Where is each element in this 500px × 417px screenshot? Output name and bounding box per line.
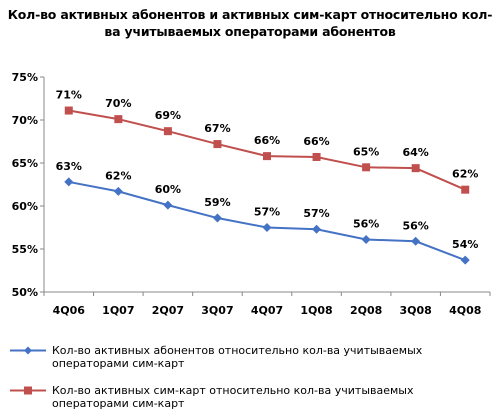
chart-title: Кол-во активных абонентов и активных сим… (7, 7, 493, 39)
data-label: 56% (402, 219, 428, 232)
x-tick-label: 2Q08 (350, 304, 382, 317)
data-label: 57% (303, 207, 329, 220)
x-tick-label: 3Q08 (400, 304, 432, 317)
x-tick-label: 2Q07 (152, 304, 184, 317)
data-point-diamond (361, 235, 371, 245)
data-point-diamond (262, 223, 272, 232)
legend-label: Кол-во активных абонентов относительно к… (52, 344, 423, 370)
data-point-square (163, 127, 172, 136)
chart-data-labels: 63% 62% 60% 59% 57% 57% 56% 56% 54% 71% 70% 69% 67% 6… (56, 89, 479, 252)
data-point-square (461, 185, 470, 194)
chart-series (64, 106, 470, 265)
line-chart: 50% 55% 60% 65% 70% 75% 4Q06 1Q07 2Q07 3Q07 4Q07 1Q… (12, 71, 491, 317)
data-label: 66% (254, 134, 280, 147)
data-point-square (263, 152, 271, 161)
data-label: 54% (452, 238, 478, 251)
data-point-square (362, 163, 371, 172)
data-label: 65% (353, 145, 379, 158)
x-tick-label: 4Q06 (53, 304, 86, 317)
data-point-square (411, 164, 420, 173)
y-tick-label: 55% (12, 243, 38, 256)
data-point-diamond (64, 177, 74, 187)
data-label: 63% (56, 160, 82, 173)
data-point-square (213, 140, 222, 149)
data-label: 64% (402, 146, 428, 159)
x-tick-label: 4Q07 (251, 304, 283, 317)
y-tick-label: 65% (12, 157, 38, 170)
data-label: 59% (204, 196, 230, 209)
data-point-diamond (212, 213, 222, 223)
y-tick-label: 75% (12, 71, 38, 84)
data-point-diamond (460, 255, 470, 265)
legend-label: Кол-во активных сим-карт относительно ко… (52, 384, 414, 410)
data-point-square (312, 152, 321, 161)
data-point-diamond (163, 200, 173, 210)
data-label: 56% (353, 218, 379, 231)
data-label: 60% (155, 183, 181, 196)
x-tick-label: 4Q08 (449, 304, 481, 317)
data-point-diamond (312, 224, 322, 234)
data-label: 57% (254, 206, 280, 219)
data-point-square (114, 115, 123, 124)
y-tick-label: 70% (12, 114, 38, 127)
data-label: 62% (452, 168, 478, 181)
x-tick-label: 1Q07 (102, 304, 134, 317)
data-label: 70% (105, 97, 131, 110)
data-label: 66% (303, 135, 329, 148)
data-point-diamond (113, 186, 123, 196)
data-label: 69% (155, 109, 181, 122)
data-label: 71% (56, 89, 82, 102)
y-tick-label: 60% (12, 200, 38, 213)
x-tick-label: 3Q07 (201, 304, 233, 317)
legend-marker-diamond-icon (10, 346, 46, 355)
data-label: 62% (105, 169, 131, 182)
data-point-square (64, 106, 73, 115)
data-point-diamond (411, 236, 421, 246)
y-tick-label: 50% (12, 286, 38, 299)
x-tick-label: 1Q08 (300, 304, 332, 317)
legend-marker-square-icon (10, 386, 46, 395)
data-label: 67% (204, 122, 230, 135)
chart-axes: 50% 55% 60% 65% 70% 75% 4Q06 1Q07 2Q07 3Q07 4Q07 1Q… (12, 71, 491, 317)
